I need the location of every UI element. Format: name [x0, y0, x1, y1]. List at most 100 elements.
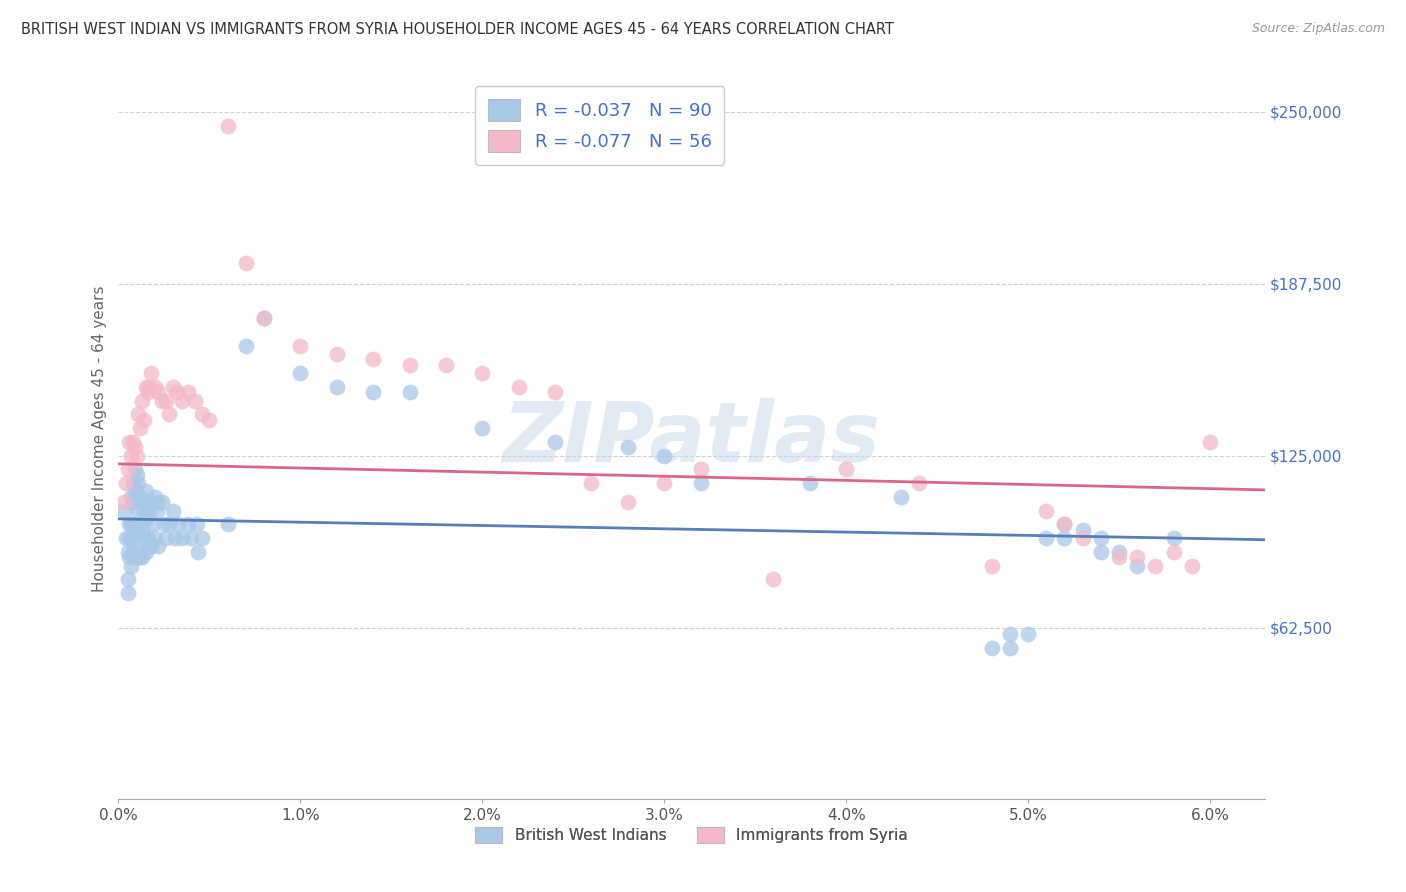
Point — [132, 531, 155, 545]
Point — [799, 476, 821, 491]
Point — [148, 540, 170, 554]
Point — [150, 393, 173, 408]
Point — [434, 358, 457, 372]
Point — [141, 540, 163, 554]
Point — [191, 408, 214, 422]
Point — [508, 380, 530, 394]
Point — [129, 550, 152, 565]
Point — [120, 558, 142, 573]
Point — [114, 531, 136, 545]
Point — [129, 490, 152, 504]
Point — [127, 476, 149, 491]
Point — [131, 523, 153, 537]
Point — [138, 540, 160, 554]
Point — [1126, 550, 1149, 565]
Point — [138, 380, 160, 394]
Point — [1017, 627, 1039, 641]
Point — [652, 476, 675, 491]
Point — [122, 495, 145, 509]
Point — [124, 517, 146, 532]
Point — [145, 503, 167, 517]
Text: BRITISH WEST INDIAN VS IMMIGRANTS FROM SYRIA HOUSEHOLDER INCOME AGES 45 - 64 YEA: BRITISH WEST INDIAN VS IMMIGRANTS FROM S… — [21, 22, 894, 37]
Point — [762, 573, 785, 587]
Point — [326, 380, 349, 394]
Point — [125, 490, 148, 504]
Point — [124, 550, 146, 565]
Point — [1071, 523, 1094, 537]
Point — [135, 512, 157, 526]
Point — [1108, 550, 1130, 565]
Point — [157, 408, 180, 422]
Point — [176, 517, 198, 532]
Point — [136, 495, 159, 509]
Point — [544, 385, 567, 400]
Point — [1035, 503, 1057, 517]
Point — [1035, 531, 1057, 545]
Point — [117, 545, 139, 559]
Point — [136, 531, 159, 545]
Point — [187, 545, 209, 559]
Point — [652, 449, 675, 463]
Point — [689, 462, 711, 476]
Point — [1108, 545, 1130, 559]
Point — [617, 495, 640, 509]
Point — [398, 358, 420, 372]
Point — [120, 449, 142, 463]
Point — [135, 380, 157, 394]
Point — [143, 531, 166, 545]
Point — [890, 490, 912, 504]
Point — [998, 627, 1021, 641]
Point — [326, 347, 349, 361]
Point — [125, 449, 148, 463]
Point — [157, 517, 180, 532]
Point — [581, 476, 603, 491]
Point — [125, 545, 148, 559]
Point — [186, 517, 208, 532]
Point — [398, 385, 420, 400]
Point — [980, 641, 1002, 656]
Point — [131, 495, 153, 509]
Point — [122, 476, 145, 491]
Point — [127, 503, 149, 517]
Point — [980, 558, 1002, 573]
Text: Source: ZipAtlas.com: Source: ZipAtlas.com — [1251, 22, 1385, 36]
Point — [361, 385, 384, 400]
Point — [471, 421, 494, 435]
Point — [184, 393, 207, 408]
Point — [141, 366, 163, 380]
Point — [132, 413, 155, 427]
Point — [235, 256, 257, 270]
Point — [908, 476, 931, 491]
Point — [148, 385, 170, 400]
Point — [131, 393, 153, 408]
Legend: British West Indians, Immigrants from Syria: British West Indians, Immigrants from Sy… — [468, 822, 914, 849]
Point — [253, 311, 276, 326]
Point — [118, 550, 141, 565]
Point — [1126, 558, 1149, 573]
Point — [135, 545, 157, 559]
Point — [153, 517, 176, 532]
Point — [1144, 558, 1167, 573]
Point — [544, 434, 567, 449]
Point — [191, 531, 214, 545]
Point — [120, 531, 142, 545]
Point — [180, 531, 202, 545]
Point — [118, 434, 141, 449]
Point — [172, 531, 194, 545]
Point — [129, 517, 152, 532]
Point — [131, 550, 153, 565]
Point — [1090, 545, 1112, 559]
Point — [617, 441, 640, 455]
Point — [132, 503, 155, 517]
Point — [235, 338, 257, 352]
Point — [176, 385, 198, 400]
Point — [118, 517, 141, 532]
Point — [150, 495, 173, 509]
Point — [120, 490, 142, 504]
Point — [290, 338, 312, 352]
Y-axis label: Householder Income Ages 45 - 64 years: Householder Income Ages 45 - 64 years — [93, 285, 107, 591]
Point — [135, 484, 157, 499]
Point — [162, 380, 184, 394]
Point — [129, 421, 152, 435]
Point — [167, 517, 190, 532]
